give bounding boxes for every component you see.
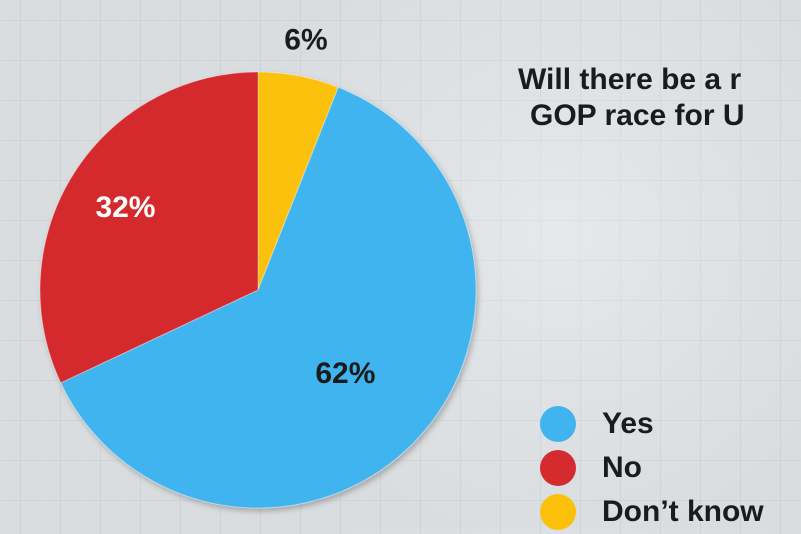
legend-item-dont-know: Don’t know — [540, 490, 764, 534]
chart-title-line-1: Will there be a r — [518, 63, 742, 96]
chart-title: Will there be a r GOP race for U — [518, 62, 801, 134]
legend-swatch-yes — [540, 406, 576, 442]
legend-label-no: No — [602, 451, 642, 484]
chart-title-line-2: GOP race for U — [530, 99, 745, 132]
legend-label-dont-know: Don’t know — [602, 495, 764, 528]
legend-item-no: No — [540, 446, 764, 490]
legend-swatch-dont-know — [540, 494, 576, 530]
data-label-don-t-know: 6% — [284, 24, 327, 57]
data-label-yes: 62% — [315, 357, 375, 390]
legend: Yes No Don’t know — [540, 402, 764, 534]
legend-item-yes: Yes — [540, 402, 764, 446]
data-label-no: 32% — [95, 191, 155, 224]
slice-yes — [60, 86, 477, 509]
legend-swatch-no — [540, 450, 576, 486]
slice-no — [39, 71, 259, 384]
legend-label-yes: Yes — [602, 407, 654, 440]
